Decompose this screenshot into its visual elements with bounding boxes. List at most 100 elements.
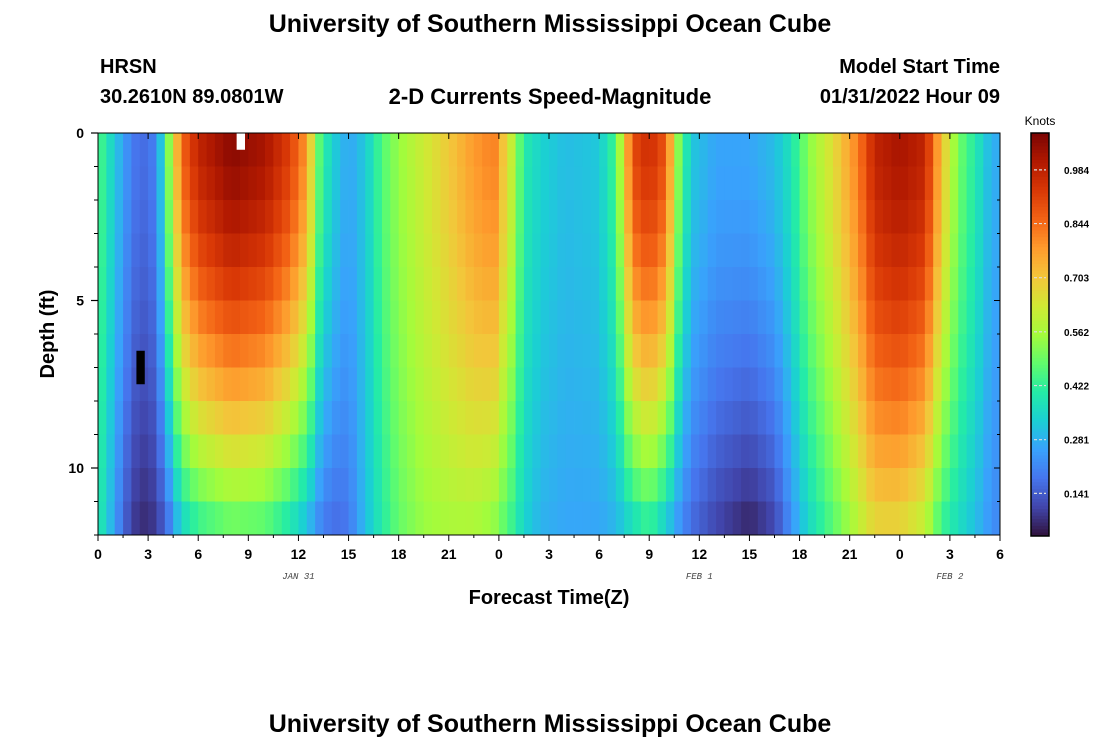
heatmap-cell: [974, 401, 984, 435]
heatmap-cell: [356, 300, 366, 335]
heatmap-cell: [523, 468, 533, 502]
heatmap-cell: [665, 233, 675, 268]
heatmap-cell: [707, 334, 717, 368]
heatmap-cell: [933, 401, 942, 435]
heatmap-cell: [966, 434, 976, 469]
heatmap-cell: [741, 133, 750, 167]
colorbar-swatch: [1031, 401, 1049, 406]
heatmap-cell: [732, 401, 742, 435]
heatmap-cell: [891, 200, 901, 234]
heatmap-cell: [757, 334, 767, 368]
heatmap-cell: [131, 200, 141, 234]
heatmap-cell: [858, 468, 867, 502]
heatmap-cell: [757, 468, 767, 502]
heatmap-cell: [256, 401, 266, 435]
heatmap-cell: [816, 468, 826, 502]
heatmap-cell: [214, 133, 224, 167]
heatmap-cell: [799, 334, 809, 368]
heatmap-cell: [891, 267, 901, 301]
heatmap-cell: [908, 166, 917, 201]
heatmap-cell: [749, 166, 759, 201]
heatmap-cell: [766, 166, 775, 201]
heatmap-cell: [106, 200, 116, 234]
heatmap-cell: [933, 233, 942, 268]
heatmap-cell: [590, 501, 600, 536]
heatmap-cell: [106, 166, 116, 201]
heatmap-cell: [807, 300, 817, 335]
heatmap-cell: [674, 468, 684, 502]
colorbar-swatch: [1031, 294, 1049, 299]
heatmap-cell: [173, 501, 182, 536]
heatmap-cell: [273, 200, 283, 234]
heatmap-cell: [615, 367, 625, 402]
colorbar-swatch: [1031, 418, 1049, 423]
heatmap-cell: [398, 434, 408, 469]
heatmap-cell: [941, 334, 951, 368]
colorbar-swatch: [1031, 250, 1049, 255]
heatmap-cell: [599, 300, 608, 335]
heatmap-cell: [356, 367, 366, 402]
x-tick-label: 0: [495, 546, 503, 562]
colorbar-swatch: [1031, 455, 1049, 460]
heatmap-cell: [557, 267, 567, 301]
heatmap-cell: [131, 501, 141, 536]
heatmap-cell: [256, 166, 266, 201]
heatmap-cell: [139, 300, 149, 335]
heatmap-cell: [724, 401, 734, 435]
heatmap-cell: [832, 367, 842, 402]
heatmap-cell: [916, 501, 926, 536]
heatmap-cell: [131, 401, 141, 435]
heatmap-cell: [824, 233, 834, 268]
colorbar-swatch: [1031, 247, 1049, 252]
x-tick-label: 3: [946, 546, 954, 562]
heatmap-cell: [189, 334, 199, 368]
x-tick-label: 15: [341, 546, 357, 562]
heatmap-cell: [423, 434, 433, 469]
heatmap-cell: [114, 133, 124, 167]
heatmap-cell: [373, 166, 383, 201]
missing-data-cell: [136, 350, 145, 385]
heatmap-cell: [824, 434, 834, 469]
heatmap-cell: [924, 233, 934, 268]
heatmap-cell: [549, 501, 558, 536]
heatmap-cell: [206, 267, 216, 301]
heatmap-cell: [381, 267, 391, 301]
heatmap-cell: [974, 334, 984, 368]
heatmap-cell: [590, 401, 600, 435]
heatmap-cell: [281, 300, 291, 335]
heatmap-cell: [473, 501, 483, 536]
heatmap-cell: [106, 501, 116, 536]
heatmap-cell: [615, 434, 625, 469]
heatmap-cell: [974, 200, 984, 234]
heatmap-cell: [590, 468, 600, 502]
heatmap-cell: [824, 200, 834, 234]
heatmap-cell: [415, 501, 425, 536]
heatmap-cell: [766, 401, 775, 435]
heatmap-cell: [699, 367, 709, 402]
heatmap-cell: [256, 300, 266, 335]
heatmap-cell: [540, 133, 550, 167]
heatmap-cell: [858, 434, 867, 469]
heatmap-cell: [98, 334, 107, 368]
heatmap-cell: [131, 233, 141, 268]
heatmap-cell: [198, 166, 207, 201]
colorbar-swatch: [1031, 532, 1049, 537]
heatmap-cell: [189, 468, 199, 502]
heatmap-cell: [640, 501, 650, 536]
heatmap-cell: [331, 133, 341, 167]
heatmap-cell: [766, 334, 775, 368]
heatmap-cell: [148, 300, 157, 335]
heatmap-cell: [214, 501, 224, 536]
colorbar-swatch: [1031, 327, 1049, 332]
heatmap-cell: [991, 200, 1001, 234]
heatmap-cell: [114, 334, 124, 368]
heatmap-cell: [448, 233, 458, 268]
heatmap-cell: [273, 334, 283, 368]
heatmap-cell: [908, 233, 917, 268]
heatmap-cell: [390, 434, 400, 469]
heatmap-cell: [123, 233, 132, 268]
heatmap-cell: [599, 267, 608, 301]
heatmap-cell: [624, 233, 633, 268]
heatmap-cell: [791, 300, 800, 335]
heatmap-cell: [657, 468, 667, 502]
